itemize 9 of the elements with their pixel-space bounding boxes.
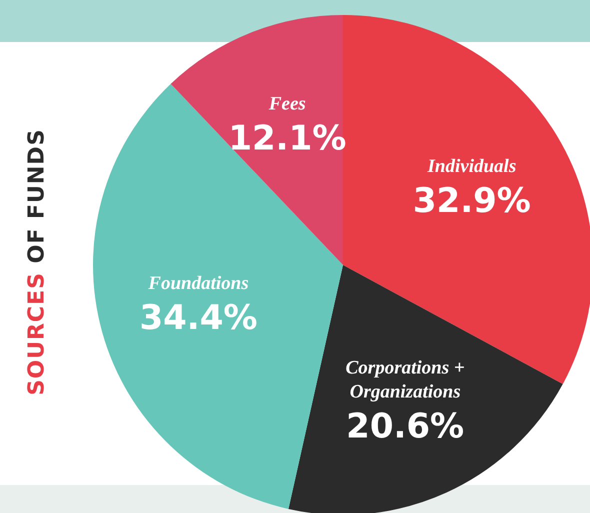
data-label: 20.6%: [346, 406, 464, 446]
data-label: 34.4%: [139, 298, 258, 338]
data-label: 32.9%: [412, 181, 531, 222]
slice-label: Fees: [268, 94, 306, 115]
data-label: 12.1%: [228, 118, 346, 159]
slice-label: Corporations + Organizations: [346, 357, 465, 402]
slice-label: Foundations: [147, 272, 249, 294]
text: SOURCES OF FUNDS: [24, 128, 50, 396]
slice-label: Individuals: [426, 156, 516, 178]
